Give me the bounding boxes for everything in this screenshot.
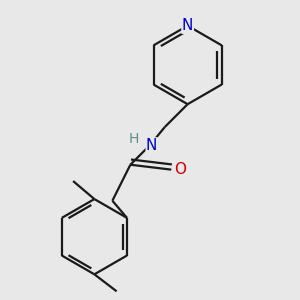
Text: N: N	[182, 18, 193, 33]
Text: N: N	[146, 138, 157, 153]
Text: H: H	[129, 132, 140, 146]
Text: O: O	[174, 162, 186, 177]
